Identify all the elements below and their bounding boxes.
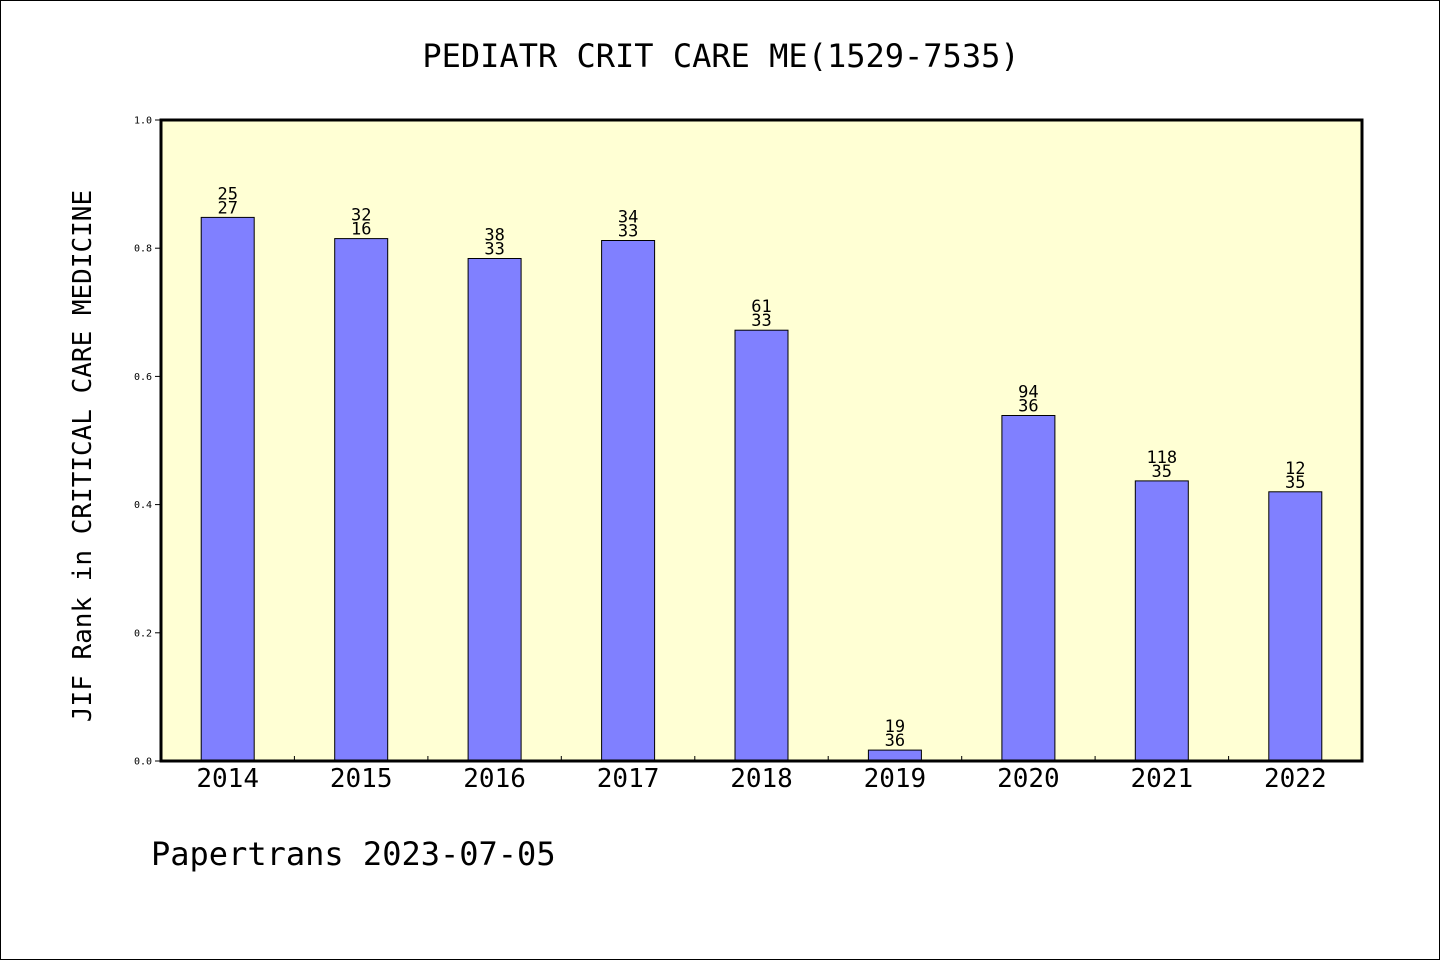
x-tick-label-2020: 2020 bbox=[997, 764, 1060, 794]
bar-label-2014-2: 27 bbox=[217, 198, 237, 218]
y-axis: 0.0 0.2 0.4 0.6 0.8 1.0 bbox=[134, 116, 161, 768]
bar-label-2020-1: 94 bbox=[1018, 383, 1038, 403]
x-tick-label-2021: 2021 bbox=[1130, 764, 1193, 794]
chart-title: PEDIATR CRIT CARE ME(1529-7535) bbox=[422, 37, 1019, 75]
bar-2015 bbox=[334, 238, 389, 762]
bar-label-2019-1: 19 bbox=[885, 717, 905, 737]
bar-label-2015-1: 32 bbox=[351, 206, 371, 226]
y-tick-label: 0.4 bbox=[134, 500, 152, 511]
bar-label-2018-1: 61 bbox=[751, 297, 771, 317]
bars-layer bbox=[200, 216, 1323, 762]
bar-label-2017-2: 33 bbox=[618, 222, 638, 242]
x-tick-label-2016: 2016 bbox=[463, 764, 526, 794]
bar-label-2019-2: 36 bbox=[885, 731, 905, 751]
x-tick-label-2018: 2018 bbox=[730, 764, 793, 794]
bar-label-2015-2: 16 bbox=[351, 220, 371, 240]
bar-label-2022-2: 35 bbox=[1285, 473, 1305, 493]
bar-2017 bbox=[601, 240, 656, 762]
y-tick-label: 0.2 bbox=[134, 628, 152, 639]
bar-label-2016-1: 38 bbox=[484, 226, 504, 246]
bar-label-2017-1: 34 bbox=[618, 208, 638, 228]
bar-2020 bbox=[1001, 415, 1056, 762]
x-tick-label-2017: 2017 bbox=[597, 764, 660, 794]
bar-2016 bbox=[467, 258, 522, 762]
y-tick-label: 0.8 bbox=[134, 244, 152, 255]
bar-2021 bbox=[1134, 480, 1189, 762]
plot-frame bbox=[159, 118, 1364, 763]
bar-2014 bbox=[200, 216, 255, 762]
bar-2018 bbox=[734, 329, 789, 762]
x-tick-label-2019: 2019 bbox=[864, 764, 927, 794]
y-tick-label: 1.0 bbox=[134, 116, 152, 127]
x-tick-label-2015: 2015 bbox=[330, 764, 393, 794]
bar-2022 bbox=[1268, 491, 1323, 762]
x-tick-label-2022: 2022 bbox=[1264, 764, 1327, 794]
bar-label-2016-2: 33 bbox=[484, 240, 504, 260]
x-tick-label-2014: 2014 bbox=[196, 764, 259, 794]
footer-watermark: Papertrans 2023-07-05 bbox=[151, 835, 556, 873]
bar-2019 bbox=[867, 749, 922, 762]
x-axis: 2014 2015 2016 2017 2018 2019 2020 2021 2022 bbox=[196, 756, 1327, 794]
bar-label-2018-2: 33 bbox=[751, 311, 771, 331]
y-tick-label: 0.0 bbox=[134, 757, 152, 768]
bar-label-2014-1: 25 bbox=[217, 184, 237, 204]
bar-label-2022-1: 12 bbox=[1285, 459, 1305, 479]
bar-label-2021-1: 118 bbox=[1146, 448, 1177, 468]
bar-label-2020-2: 36 bbox=[1018, 397, 1038, 417]
y-tick-label: 0.6 bbox=[134, 372, 152, 383]
y-axis-label: JIF Rank in CRITICAL CARE MEDICINE bbox=[68, 190, 98, 722]
bar-label-2021-2: 35 bbox=[1152, 462, 1172, 482]
